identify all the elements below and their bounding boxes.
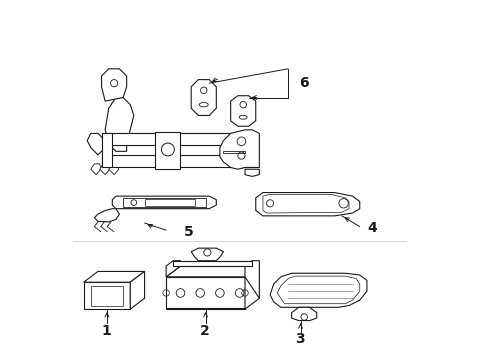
Polygon shape — [87, 134, 105, 155]
Text: 1: 1 — [101, 324, 111, 338]
Polygon shape — [191, 80, 216, 116]
Polygon shape — [166, 277, 245, 309]
Polygon shape — [101, 155, 252, 167]
Text: 4: 4 — [367, 221, 377, 235]
Polygon shape — [270, 273, 367, 307]
Polygon shape — [220, 130, 259, 169]
Polygon shape — [105, 98, 134, 151]
Polygon shape — [292, 307, 317, 320]
Polygon shape — [123, 198, 205, 207]
Polygon shape — [166, 261, 180, 277]
Polygon shape — [166, 266, 259, 277]
Polygon shape — [191, 248, 223, 261]
Polygon shape — [256, 193, 360, 216]
Polygon shape — [245, 169, 259, 176]
Polygon shape — [101, 134, 112, 167]
Polygon shape — [223, 150, 245, 153]
Text: 5: 5 — [184, 225, 194, 239]
Polygon shape — [100, 164, 110, 175]
Polygon shape — [91, 164, 101, 175]
Polygon shape — [101, 69, 126, 101]
Polygon shape — [231, 96, 256, 126]
Text: 3: 3 — [295, 332, 305, 346]
Polygon shape — [109, 164, 119, 175]
Polygon shape — [245, 261, 259, 298]
Polygon shape — [155, 132, 180, 169]
Polygon shape — [101, 134, 252, 145]
Polygon shape — [245, 266, 259, 309]
Polygon shape — [112, 196, 216, 209]
Polygon shape — [95, 209, 120, 222]
Polygon shape — [84, 271, 145, 282]
Polygon shape — [84, 282, 130, 309]
Polygon shape — [173, 261, 252, 266]
Polygon shape — [130, 271, 145, 309]
Text: 2: 2 — [200, 324, 210, 338]
Text: 6: 6 — [299, 76, 308, 90]
